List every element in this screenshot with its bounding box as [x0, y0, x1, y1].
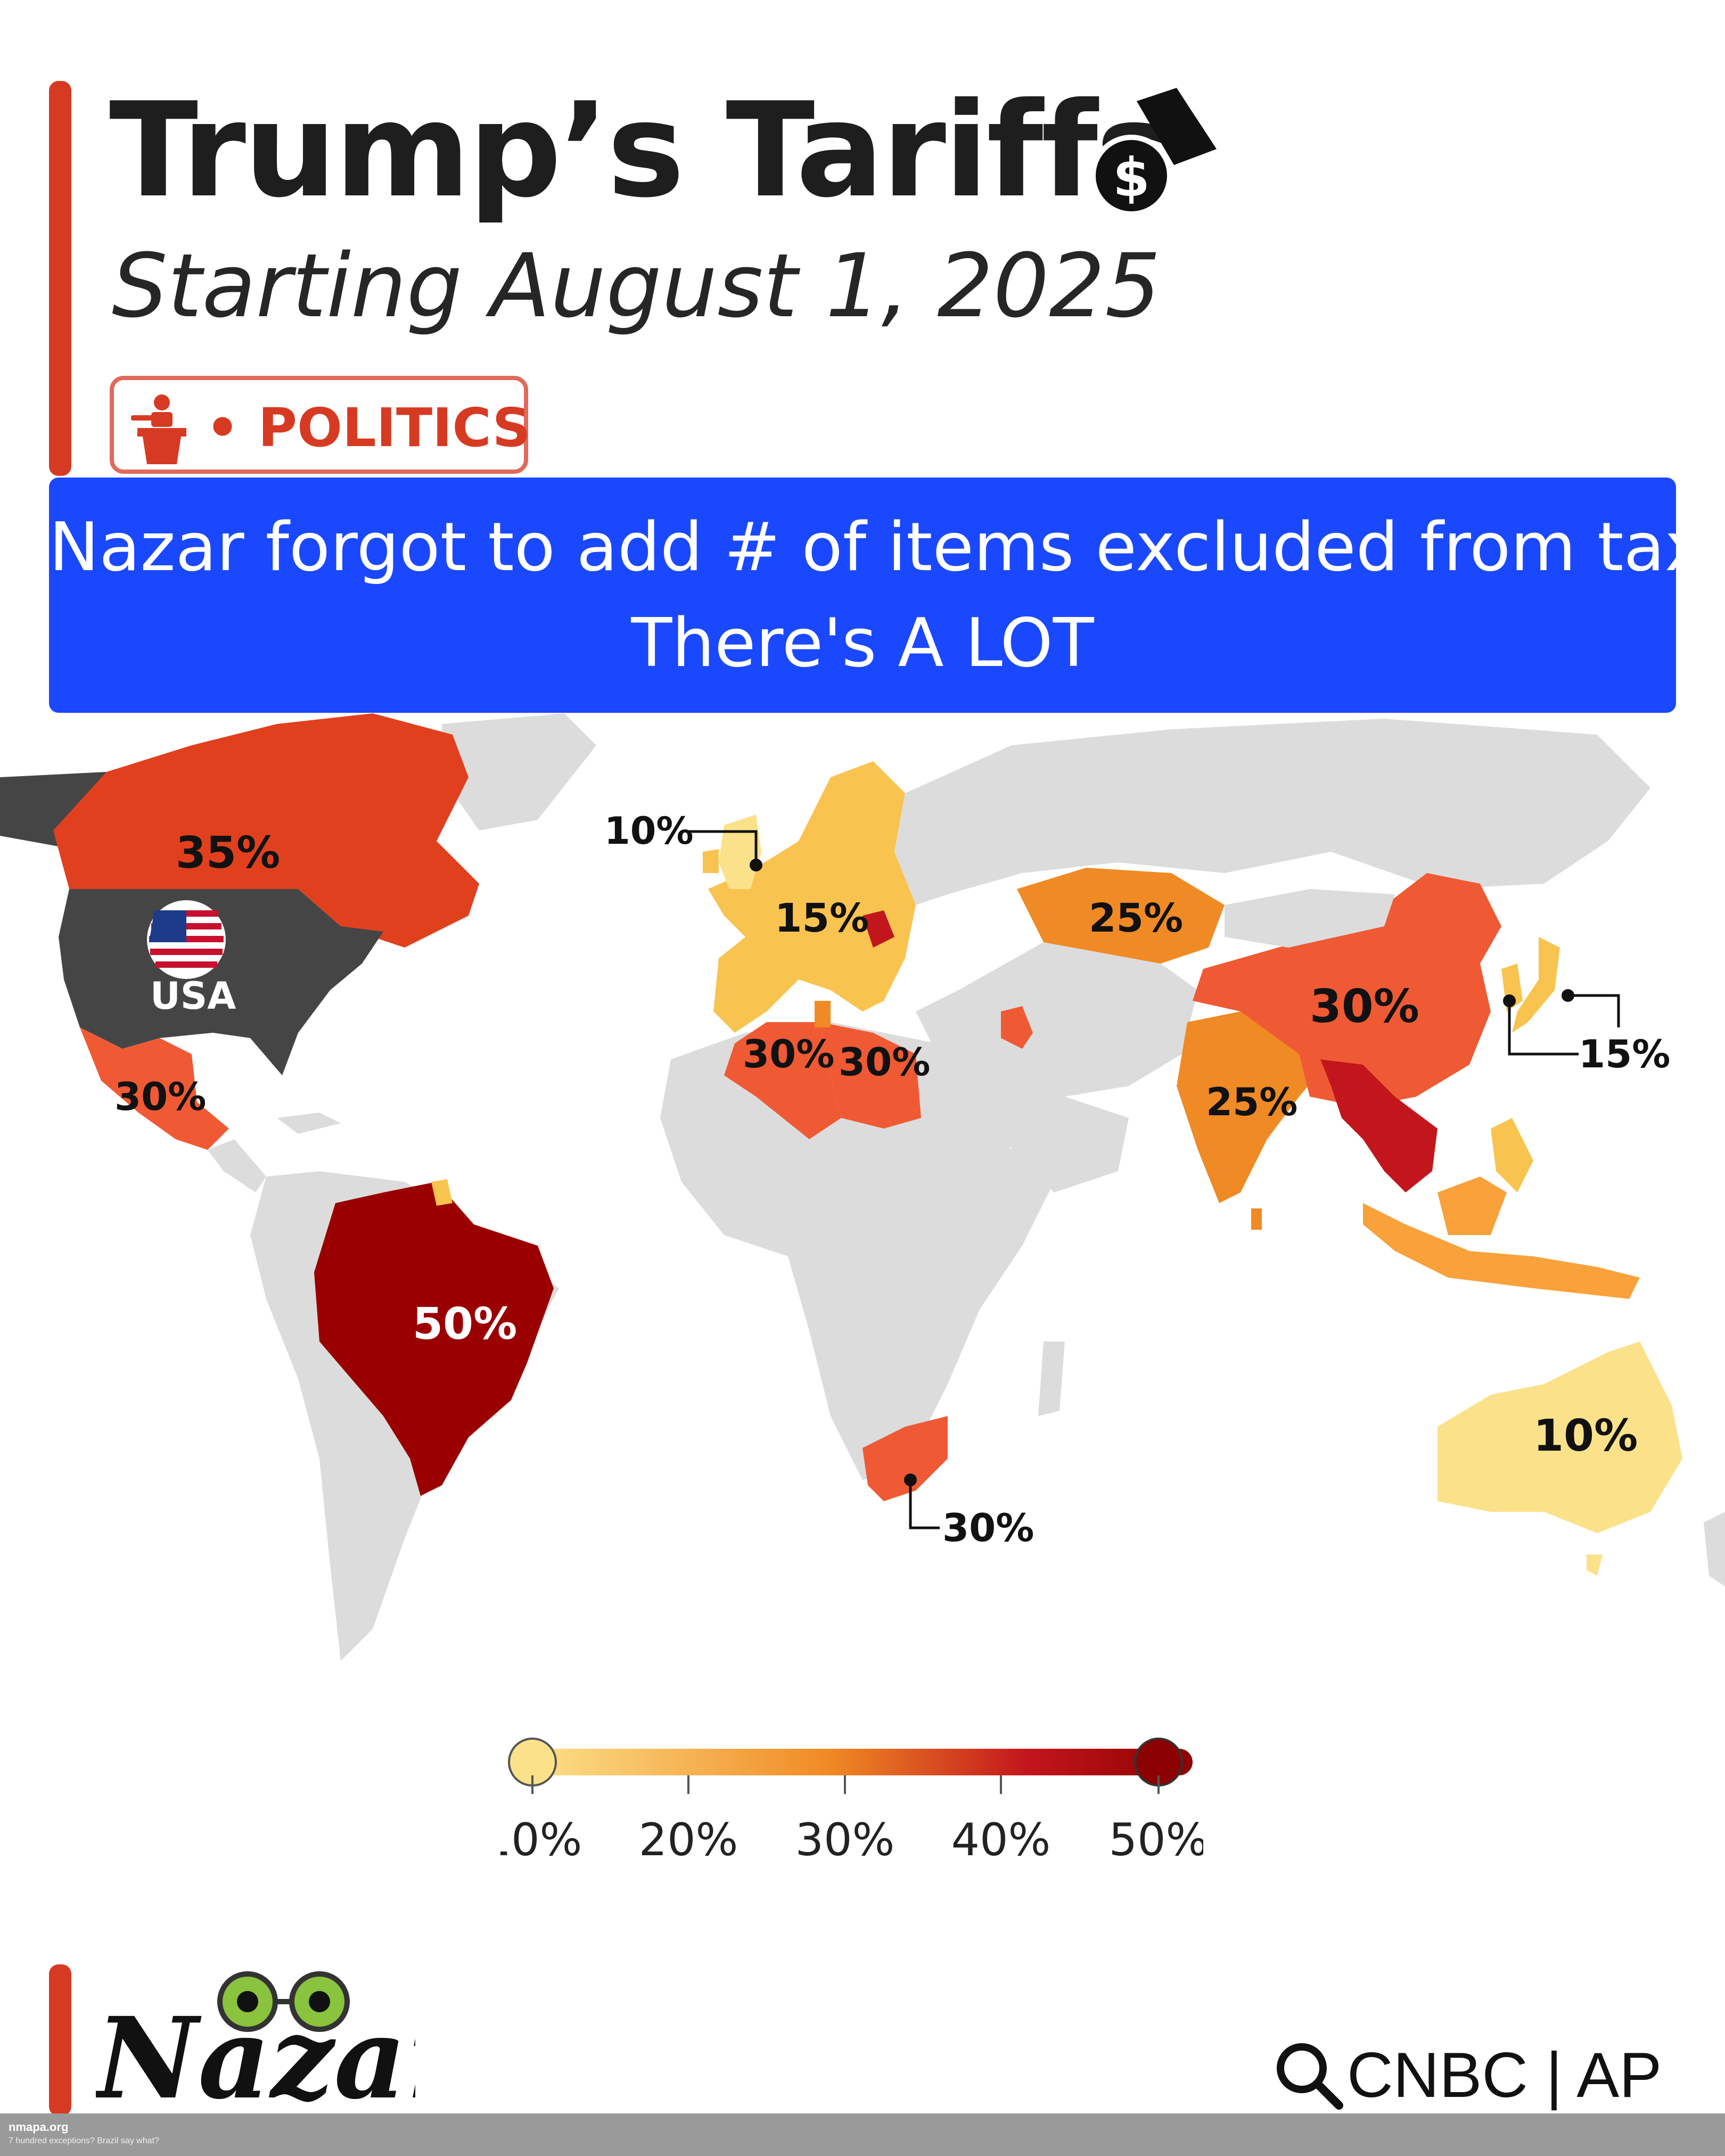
watermark-caption: 7 hundred exceptions? Brazil say what? [9, 2136, 159, 2145]
legend-ticks [531, 1775, 1160, 1794]
indonesia [1363, 1203, 1640, 1299]
brazil [314, 1182, 554, 1496]
page-subtitle: Starting August 1, 2025 [112, 235, 1161, 337]
color-scale-legend: 10% 20% 30% 40% 50% [500, 1738, 1203, 1866]
source-text: CNBC | AP [1347, 2039, 1662, 2111]
legend-tick-20: 20% [639, 1814, 738, 1866]
borneo [1438, 1176, 1507, 1235]
india [1177, 1011, 1331, 1203]
us-flag-stripes [149, 910, 224, 968]
goggles-icon [217, 1971, 350, 2032]
arabian-peninsula [990, 1081, 1129, 1192]
annotation-line-1: Nazar forgot to add # of items excluded … [49, 508, 1705, 586]
philippines [1491, 1118, 1533, 1192]
ireland [703, 849, 719, 873]
label-usa: USA [150, 974, 236, 1018]
nazar-brand-text: Nazar [96, 1993, 415, 2119]
label-india: 25% [1206, 1080, 1297, 1124]
europe-eu [708, 761, 916, 1033]
uk-leader-line [687, 830, 758, 860]
label-china: 30% [1310, 980, 1419, 1033]
world-tariff-map: 35% USA 30% 50% 10% 15% 30% 30% 30% 25% … [0, 713, 1725, 1661]
watermark-strip [0, 2113, 1725, 2156]
caribbean [277, 1113, 341, 1134]
serbia [862, 910, 894, 948]
uk [719, 814, 761, 889]
legend-tick-10: 10% [500, 1814, 582, 1866]
label-libya: 30% [839, 1040, 930, 1084]
iraq [1001, 1006, 1033, 1049]
south-africa [862, 1416, 948, 1501]
magnifier-icon [1277, 2043, 1343, 2110]
legend-tick-30: 30% [795, 1814, 895, 1866]
china [1193, 873, 1501, 1107]
korea-leader-line [1508, 1001, 1579, 1056]
mexico [80, 1027, 229, 1150]
politics-badge[interactable]: • POLITICS [110, 376, 531, 474]
money-bag-icon: $ [1090, 88, 1217, 217]
accent-bar-bottom [49, 1964, 71, 2116]
label-kazakhstan: 25% [1089, 895, 1183, 941]
africa [660, 1022, 1054, 1480]
japan [1512, 937, 1560, 1033]
usa [59, 889, 383, 1075]
greenland [442, 713, 596, 830]
sri-lanka [1251, 1208, 1262, 1230]
legend-tick-50: 50% [1109, 1814, 1203, 1866]
new-zealand [1704, 1512, 1725, 1586]
algeria [724, 1022, 841, 1139]
annotation-line-2: There's A LOT [631, 604, 1094, 682]
label-eu: 15% [775, 895, 869, 941]
label-mexico: 30% [114, 1074, 206, 1119]
japan-leader-line [1568, 994, 1620, 1027]
podium-speaker-icon [131, 394, 186, 464]
label-australia: 10% [1533, 1411, 1638, 1461]
label-japan-korea: 15% [1579, 1032, 1670, 1076]
label-brazil: 50% [413, 1299, 517, 1349]
french-guiana [431, 1179, 453, 1206]
label-algeria: 30% [743, 1032, 834, 1076]
accent-bar-top [49, 81, 71, 476]
svg-text:$: $ [1113, 146, 1150, 209]
page-title: Trump’s Tariffs [109, 75, 1173, 226]
middle-east [916, 942, 1198, 1150]
watermark-site[interactable]: nmapa.org [9, 2120, 69, 2134]
label-south-africa: 30% [942, 1505, 1034, 1550]
libya [820, 1022, 921, 1129]
tasmania [1587, 1554, 1603, 1576]
kazakhstan [1017, 868, 1225, 964]
politics-label: • POLITICS [206, 397, 531, 459]
south-africa-leader-line [909, 1480, 940, 1529]
annotation-banner: Nazar forgot to add # of items excluded … [49, 478, 1705, 713]
mongolia [1225, 889, 1395, 948]
nazar-logo: Nazar [96, 1971, 415, 2119]
tunisia [815, 1001, 831, 1027]
label-canada: 35% [176, 828, 280, 878]
southeast-asia [1320, 1059, 1438, 1192]
australia [1438, 1342, 1682, 1533]
label-uk: 10% [604, 809, 694, 853]
legend-tick-40: 40% [951, 1814, 1051, 1866]
central-america [208, 1139, 266, 1192]
madagascar [1038, 1342, 1065, 1416]
russia [894, 719, 1650, 905]
legend-gradient-bar [532, 1749, 1193, 1775]
